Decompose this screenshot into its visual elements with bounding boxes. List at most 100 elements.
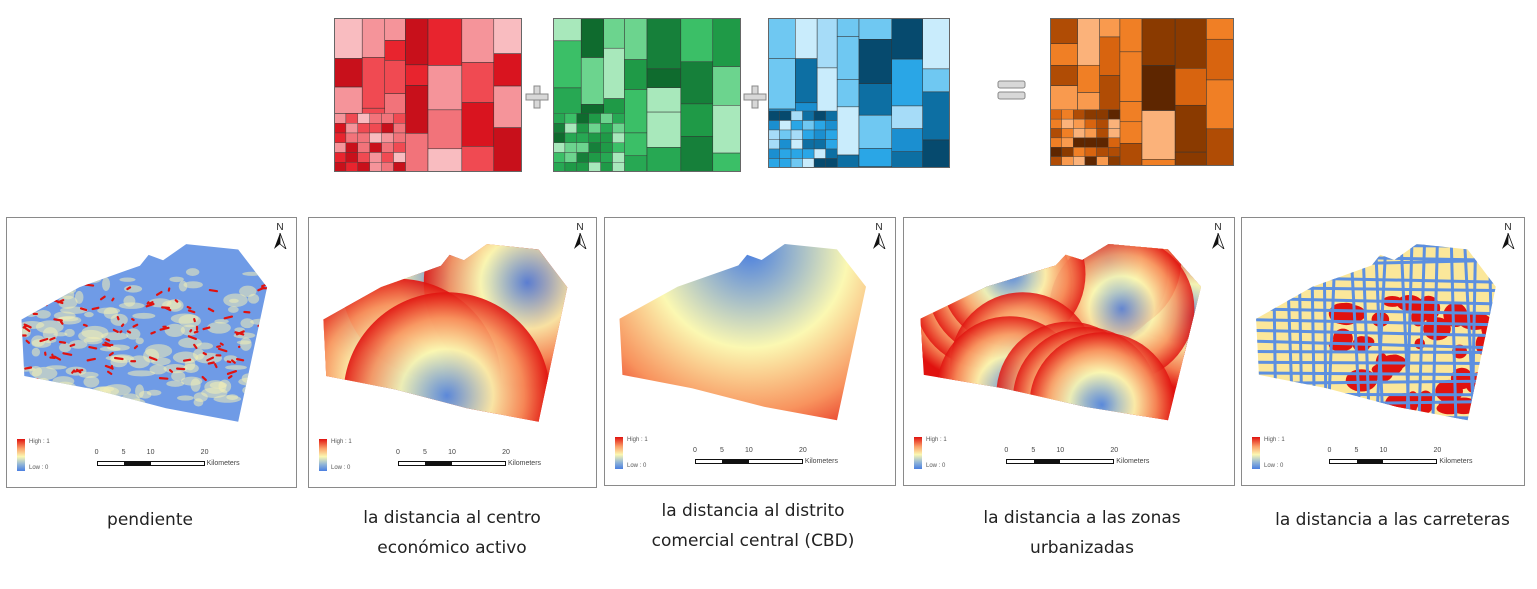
scale-tick-label: 20 [200,449,209,456]
parcel-cell [922,139,950,168]
legend-low-label: Low : 0 [331,465,351,471]
parcel-cell [1096,118,1109,129]
scale-bar: 0 5 10 20 Kilometers [94,449,247,473]
parcel-cell [405,18,429,66]
parcel-cell [393,142,406,153]
parcel-cell [1061,137,1074,148]
parcel-cell [1084,156,1097,166]
parcel-cell [1084,109,1097,120]
parcel-cell [712,66,741,106]
legend-low-label: Low : 0 [29,465,49,471]
parcel-cell [1050,118,1062,129]
steep-slope-mark [99,295,106,301]
caption-line: la distancia a las carreteras [1275,510,1510,530]
caption-cbd: la distancia al distrito comercial centr… [618,496,888,556]
legend-low-label: Low : 0 [1264,463,1284,469]
parcel-cell [334,113,347,124]
parcel-cell [361,18,386,58]
steep-slope-mark [112,328,119,333]
parcel-cell [427,65,463,111]
parcel-cell [1141,65,1176,111]
steep-slope-mark [60,287,67,292]
parcel-cell [345,113,359,124]
parcel-cell [1108,147,1121,157]
parcel-cell [405,133,429,172]
steep-slope-mark [174,299,179,303]
parcel-cell [802,139,815,150]
parcel-cell [369,142,382,153]
steep-slope-mark [187,309,196,314]
legend-low-label: Low : 0 [926,463,946,469]
parcel-cell [427,148,463,172]
parcel-cell [612,113,625,124]
parcel-cell [553,132,566,143]
steep-slope-mark [259,373,265,378]
parcel-cell [612,152,625,163]
parcel-cell [891,105,923,129]
parcel-cell [345,142,359,153]
parcel-cell [1050,18,1078,44]
steep-slope-mark [158,377,169,380]
north-arrow-icon: N [1500,223,1516,254]
parcel-cell [1096,156,1109,166]
parcel-cell [802,148,815,159]
parcel-cell [779,139,792,150]
parcel-cell [1108,156,1121,166]
caption-line: urbanizadas [1030,538,1134,558]
parcel-cell [858,148,893,167]
scale-unit-label: Kilometers [206,460,240,467]
caption-urbanized: la distancia a las zonas urbanizadas [947,503,1217,563]
parcel-cell [795,58,818,104]
parcel-cell [612,132,625,143]
parcel-cell [588,152,601,163]
parcel-cell [768,18,796,59]
parcel-cell [802,129,815,140]
parcel-cell [334,142,347,153]
parcel-cell [588,142,601,153]
parcel-cell [646,147,682,172]
parcel-cell [381,162,394,172]
parcel-cell [461,102,495,147]
parcel-cell [334,162,347,172]
steep-slope-mark [104,341,111,346]
parcel-cell [1050,109,1062,120]
steep-slope-mark [207,361,215,365]
raster-map [21,244,268,422]
parcel-cell [600,162,613,172]
scale-tick-label: 0 [94,449,99,456]
map-panel-roads: N High : 1 Low : 0 0 5 10 20 Kilometers [1241,217,1525,486]
parcel-cell [576,123,589,134]
parcel-cell [1099,36,1121,76]
scale-unit-label: Kilometers [1116,458,1150,465]
steep-slope-mark [201,375,207,382]
steep-slope-mark [226,360,232,364]
parcel-cell [802,120,815,131]
parcel-cell [1174,151,1207,166]
parcel-cell [1073,128,1086,139]
steep-slope-mark [193,317,196,323]
steep-slope-mark [88,345,98,350]
steep-slope-mark [69,343,76,347]
parcel-cell [816,67,838,113]
scale-tick-label: 20 [1110,447,1119,454]
parcel-cell [768,110,780,121]
parcel-cell [553,18,582,42]
color-ramp [17,439,25,471]
parcel-cell [1084,118,1097,129]
parcel-cell [1073,137,1086,148]
parcel-cell [802,110,815,121]
parcel-cell [493,53,522,87]
parcel-cell [384,40,406,61]
color-ramp [615,437,623,469]
parcel-cell [836,18,860,37]
parcel-cell [393,162,406,172]
steep-slope-mark [84,283,95,287]
steep-slope-mark [148,301,154,305]
scale-tick-label: 10 [744,447,753,454]
map-panel-cbd: N High : 1 Low : 0 0 5 10 20 Kilometers [604,217,896,486]
steep-slope-mark [230,359,236,364]
parcel-cell [680,18,714,63]
parcel-cell [712,18,741,67]
steep-slope-mark [126,286,132,291]
steep-slope-mark [208,288,219,293]
